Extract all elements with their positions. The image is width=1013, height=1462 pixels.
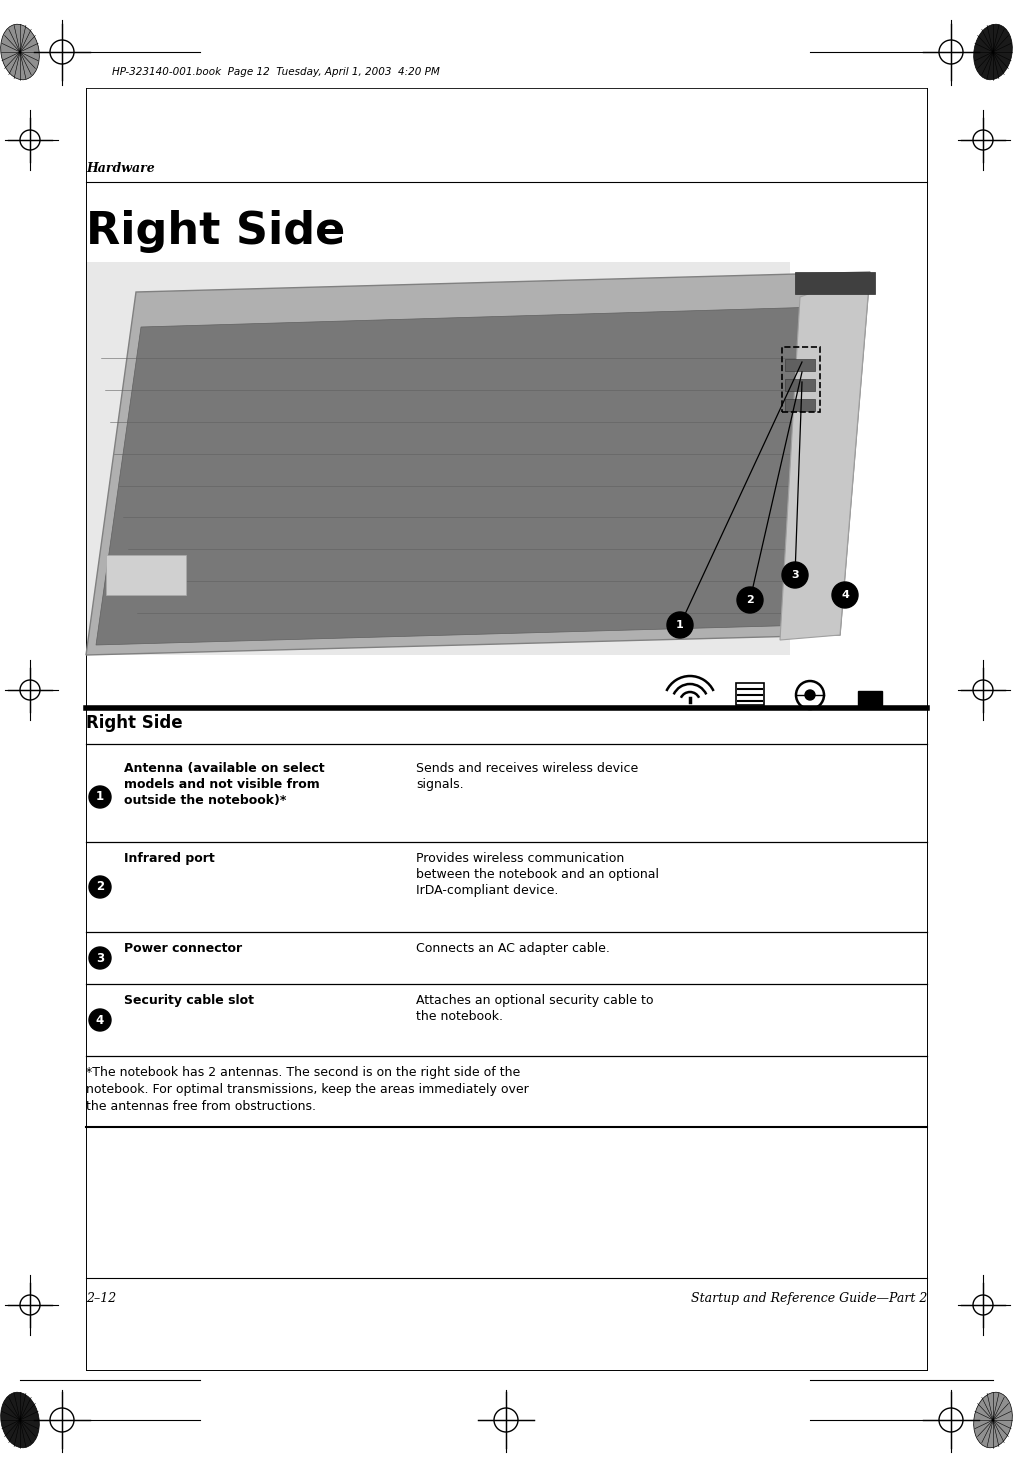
Text: 4: 4 [96, 1013, 104, 1026]
Bar [86, 262, 790, 655]
Text: 2: 2 [96, 880, 104, 893]
Circle shape [89, 787, 111, 808]
Circle shape [737, 588, 763, 613]
Circle shape [805, 690, 815, 700]
Text: the antennas free from obstructions.: the antennas free from obstructions. [86, 1099, 316, 1113]
Polygon shape [96, 307, 820, 645]
Text: Right Side: Right Side [86, 713, 182, 732]
Bar [795, 272, 875, 294]
Text: Startup and Reference Guide—Part 2: Startup and Reference Guide—Part 2 [691, 1292, 927, 1306]
Ellipse shape [973, 25, 1012, 80]
Ellipse shape [973, 1392, 1012, 1447]
Polygon shape [780, 272, 870, 640]
Text: 3: 3 [96, 952, 104, 965]
Text: outside the notebook)*: outside the notebook)* [124, 794, 287, 807]
Circle shape [667, 613, 693, 637]
Text: notebook. For optimal transmissions, keep the areas immediately over: notebook. For optimal transmissions, kee… [86, 1083, 529, 1096]
Text: Antenna (available on select: Antenna (available on select [124, 762, 324, 775]
Bar [785, 379, 815, 390]
Text: HP-323140-001.book  Page 12  Tuesday, April 1, 2003  4:20 PM: HP-323140-001.book Page 12 Tuesday, Apri… [112, 67, 440, 77]
Ellipse shape [1, 1392, 40, 1447]
Text: models and not visible from: models and not visible from [124, 778, 320, 791]
Text: Connects an AC adapter cable.: Connects an AC adapter cable. [416, 942, 610, 955]
Circle shape [89, 1009, 111, 1031]
Ellipse shape [1, 25, 40, 80]
Text: Provides wireless communication: Provides wireless communication [416, 852, 624, 866]
Text: IrDA-compliant device.: IrDA-compliant device. [416, 885, 558, 898]
Circle shape [89, 876, 111, 898]
Bar [782, 346, 820, 412]
Text: 2–12: 2–12 [86, 1292, 116, 1306]
Text: Security cable slot: Security cable slot [124, 994, 254, 1007]
Circle shape [782, 561, 808, 588]
Bar [106, 556, 186, 595]
Circle shape [832, 582, 858, 608]
Text: Hardware: Hardware [86, 162, 155, 175]
Text: Right Side: Right Side [86, 211, 345, 253]
Bar [858, 692, 882, 708]
Text: Attaches an optional security cable to: Attaches an optional security cable to [416, 994, 653, 1007]
Text: the notebook.: the notebook. [416, 1010, 503, 1023]
Text: 1: 1 [676, 620, 684, 630]
Text: Infrared port: Infrared port [124, 852, 215, 866]
Text: 4: 4 [841, 591, 849, 599]
Text: 3: 3 [791, 570, 799, 580]
Circle shape [89, 947, 111, 969]
Polygon shape [86, 272, 870, 655]
Text: Sends and receives wireless device: Sends and receives wireless device [416, 762, 638, 775]
Bar [785, 399, 815, 411]
Bar [785, 360, 815, 371]
Bar [736, 683, 764, 705]
Text: signals.: signals. [416, 778, 464, 791]
Text: *The notebook has 2 antennas. The second is on the right side of the: *The notebook has 2 antennas. The second… [86, 1066, 521, 1079]
Text: Power connector: Power connector [124, 942, 242, 955]
Text: 2: 2 [747, 595, 754, 605]
Text: 1: 1 [96, 791, 104, 804]
Text: between the notebook and an optional: between the notebook and an optional [416, 868, 659, 882]
